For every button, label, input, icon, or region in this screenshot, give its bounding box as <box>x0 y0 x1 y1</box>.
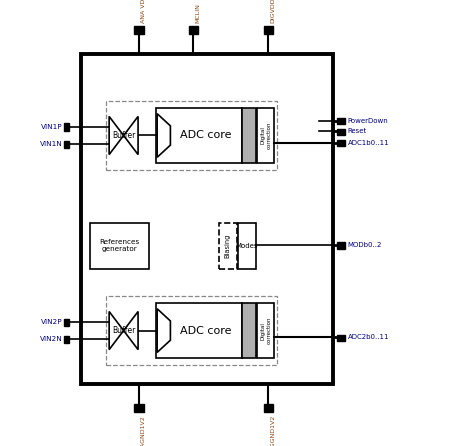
Text: MCLIN: MCLIN <box>195 3 200 23</box>
Text: DIGGND1V2: DIGGND1V2 <box>269 415 274 446</box>
Bar <box>106 296 276 365</box>
Text: VIN1P: VIN1P <box>40 124 62 130</box>
Bar <box>242 108 256 163</box>
Bar <box>81 54 332 384</box>
Polygon shape <box>157 114 170 157</box>
Text: ADC core: ADC core <box>180 326 231 335</box>
Bar <box>336 118 344 124</box>
Bar <box>156 108 242 163</box>
Text: ANAGND1V2: ANAGND1V2 <box>140 415 146 446</box>
Bar <box>134 404 143 413</box>
Text: PowerDown: PowerDown <box>347 118 387 124</box>
Bar <box>156 303 242 358</box>
Bar <box>64 318 69 326</box>
Bar <box>242 303 256 358</box>
Bar <box>336 129 344 135</box>
Polygon shape <box>109 311 123 350</box>
Bar <box>106 101 276 170</box>
Text: Biasing: Biasing <box>224 234 230 258</box>
Text: Digital
correction: Digital correction <box>260 122 271 149</box>
Polygon shape <box>157 309 170 352</box>
Text: VIN2P: VIN2P <box>40 319 62 325</box>
Bar <box>134 25 143 34</box>
Bar <box>336 334 344 341</box>
Bar <box>263 25 273 34</box>
Bar <box>257 108 274 163</box>
Polygon shape <box>123 116 138 155</box>
Text: Modes: Modes <box>235 243 257 249</box>
Bar <box>257 303 274 358</box>
Text: DIGVDD1V2: DIGVDD1V2 <box>269 0 274 23</box>
Bar <box>64 141 69 149</box>
Bar <box>188 25 198 34</box>
Bar <box>336 140 344 146</box>
Text: Reset: Reset <box>347 128 366 135</box>
Text: Buffer: Buffer <box>112 326 135 335</box>
Text: ANA VDD1V2: ANA VDD1V2 <box>140 0 146 23</box>
Text: References
generator: References generator <box>99 240 139 252</box>
Text: Buffer: Buffer <box>112 131 135 140</box>
Text: ADC core: ADC core <box>180 131 231 140</box>
Bar <box>64 124 69 131</box>
Text: MODb0..2: MODb0..2 <box>347 242 381 248</box>
Polygon shape <box>109 116 123 155</box>
Text: Digital
correction: Digital correction <box>260 317 271 344</box>
Bar <box>90 223 149 269</box>
Polygon shape <box>123 311 138 350</box>
Text: VIN2N: VIN2N <box>39 336 62 343</box>
Text: ADC2b0..11: ADC2b0..11 <box>347 334 388 340</box>
Bar <box>336 242 344 249</box>
Text: ADC1b0..11: ADC1b0..11 <box>347 140 388 146</box>
Text: VIN1N: VIN1N <box>39 141 62 147</box>
Bar <box>218 223 236 269</box>
Bar <box>263 404 273 413</box>
Bar <box>237 223 255 269</box>
Bar <box>64 336 69 343</box>
